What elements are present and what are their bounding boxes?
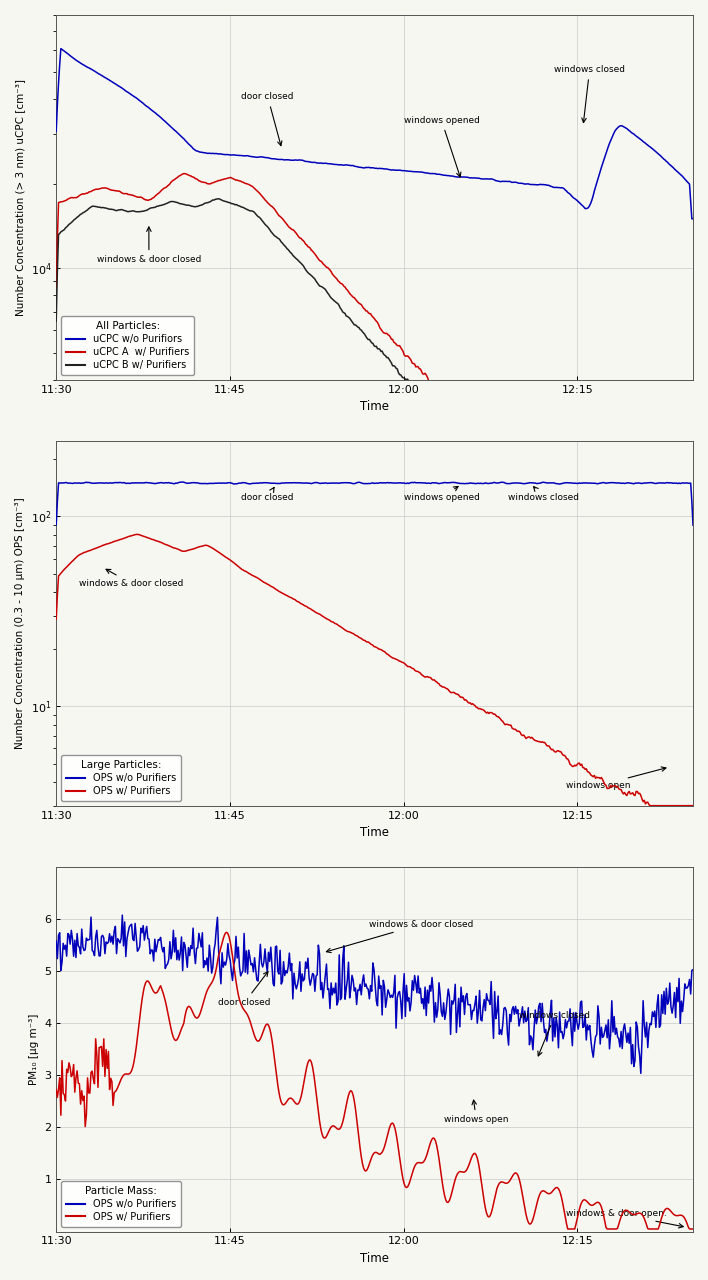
X-axis label: Time: Time: [360, 826, 389, 840]
X-axis label: Time: Time: [360, 1252, 389, 1265]
Text: door closed: door closed: [241, 92, 294, 146]
Legend: uCPC w/o Purifiors, uCPC A  w/ Purifiers, uCPC B w/ Purifiers: uCPC w/o Purifiors, uCPC A w/ Purifiers,…: [61, 316, 194, 375]
X-axis label: Time: Time: [360, 401, 389, 413]
Text: windows closed: windows closed: [520, 1011, 590, 1056]
Text: windows opened: windows opened: [404, 115, 479, 177]
Text: windows & door closed: windows & door closed: [326, 920, 473, 952]
Text: windows & door closed: windows & door closed: [79, 570, 184, 588]
Text: door closed: door closed: [218, 972, 271, 1007]
Text: door closed: door closed: [241, 488, 294, 502]
Y-axis label: PM₁₀ [μg m⁻³]: PM₁₀ [μg m⁻³]: [29, 1014, 39, 1085]
Text: windows closed: windows closed: [554, 65, 625, 123]
Text: windows closed: windows closed: [508, 486, 578, 502]
Legend: OPS w/o Purifiers, OPS w/ Purifiers: OPS w/o Purifiers, OPS w/ Purifiers: [61, 755, 181, 801]
Text: windows open: windows open: [566, 767, 666, 790]
Text: windows open: windows open: [444, 1100, 508, 1124]
Text: windows & door open.: windows & door open.: [566, 1208, 683, 1228]
Text: windows opened: windows opened: [404, 486, 479, 502]
Y-axis label: Number Concentration (> 3 nm) uCPC [cm⁻³]: Number Concentration (> 3 nm) uCPC [cm⁻³…: [15, 79, 25, 316]
Text: windows & door closed: windows & door closed: [97, 227, 201, 264]
Legend: OPS w/o Purifiers, OPS w/ Purifiers: OPS w/o Purifiers, OPS w/ Purifiers: [61, 1181, 181, 1226]
Y-axis label: Number Concentration (0.3 - 10 μm) OPS [cm⁻³]: Number Concentration (0.3 - 10 μm) OPS […: [16, 498, 25, 749]
